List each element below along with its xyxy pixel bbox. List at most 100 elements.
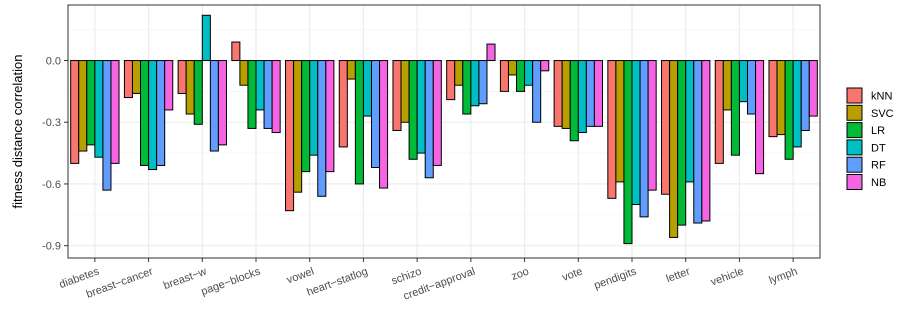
bar	[201, 14, 211, 62]
bar	[94, 60, 104, 158]
x-tick-label: vowel	[285, 266, 316, 287]
panel-border	[67, 4, 821, 259]
legend-key	[846, 104, 863, 121]
bar	[569, 60, 579, 142]
bar	[338, 60, 348, 148]
bar	[432, 60, 442, 166]
bar	[499, 60, 509, 92]
bar	[746, 60, 757, 115]
bar	[416, 60, 426, 154]
legend-label: LR	[871, 125, 885, 137]
y-axis: 0.0 -0.3 -0.6 -0.9	[42, 56, 68, 253]
bar	[639, 60, 649, 218]
bar	[131, 60, 142, 94]
x-tick-label: heart−statlog	[305, 266, 369, 299]
plot-panel	[67, 4, 821, 259]
bar	[285, 60, 295, 212]
bar	[362, 60, 372, 117]
bar	[70, 60, 80, 164]
bar	[532, 60, 542, 123]
bar	[325, 60, 335, 173]
bar	[247, 60, 257, 129]
bar	[800, 60, 810, 131]
bar	[317, 60, 327, 197]
bar	[470, 60, 480, 107]
bar	[540, 60, 550, 72]
bar	[685, 60, 695, 183]
bar	[217, 60, 227, 146]
x-tick-label: vote	[561, 266, 585, 284]
bar	[400, 60, 410, 123]
legend-key	[846, 156, 863, 173]
bar	[755, 60, 765, 175]
bar	[102, 60, 112, 191]
bar	[577, 60, 587, 134]
bar	[607, 60, 617, 199]
legend-label: NB	[871, 177, 886, 189]
bar	[722, 60, 732, 111]
y-tick-label: 0.0	[46, 56, 61, 68]
bar	[677, 60, 687, 226]
bar	[615, 60, 625, 183]
bar	[516, 60, 526, 92]
bar	[293, 60, 303, 193]
bar	[669, 60, 679, 238]
bar	[255, 60, 265, 111]
bar	[524, 60, 534, 86]
bar	[193, 60, 203, 125]
bar	[424, 60, 434, 179]
bar	[346, 60, 356, 80]
bar	[661, 60, 671, 195]
legend-key	[846, 174, 863, 190]
bar	[730, 60, 740, 156]
x-tick-label: vehicle	[709, 266, 745, 289]
bar	[78, 60, 88, 152]
bar	[123, 60, 133, 99]
bar	[231, 41, 241, 62]
bar	[647, 60, 657, 191]
bar	[454, 60, 464, 86]
bar	[263, 60, 273, 129]
bar	[209, 60, 219, 152]
bar	[140, 60, 150, 166]
bar	[379, 60, 389, 189]
bar	[768, 60, 778, 138]
x-tick-label: schizo	[390, 266, 423, 288]
y-tick-label: -0.6	[42, 179, 61, 191]
bar	[693, 60, 703, 224]
legend-key	[846, 87, 863, 104]
legend: kNN SVC LR DT RF NB	[846, 87, 894, 190]
bar	[776, 60, 786, 136]
y-axis-title-group: fitness distance correlation	[10, 55, 25, 209]
bar	[701, 60, 711, 222]
bar	[86, 60, 96, 146]
bar	[631, 60, 641, 206]
bar	[148, 60, 158, 171]
legend-label: RF	[871, 160, 886, 172]
bar	[585, 60, 595, 127]
x-tick-label: letter	[665, 265, 692, 285]
bar	[553, 60, 563, 127]
x-tick-label: zoo	[510, 266, 531, 283]
bar	[792, 60, 802, 148]
bar	[110, 60, 120, 164]
y-tick-label: -0.3	[42, 117, 61, 129]
bar	[309, 60, 319, 156]
bar	[185, 60, 195, 115]
legend-label: SVC	[871, 108, 894, 120]
bar	[808, 60, 818, 117]
legend-key	[846, 139, 863, 156]
bar	[593, 60, 603, 127]
bar	[561, 60, 571, 129]
bar	[239, 60, 249, 86]
legend-label: kNN	[871, 91, 892, 103]
bar	[392, 60, 402, 131]
bar	[301, 60, 311, 173]
bar	[354, 60, 364, 185]
bar	[446, 60, 456, 101]
bar	[408, 60, 418, 160]
x-tick-label: page−blocks	[200, 265, 263, 298]
x-tick-label: pendigits	[593, 265, 639, 292]
